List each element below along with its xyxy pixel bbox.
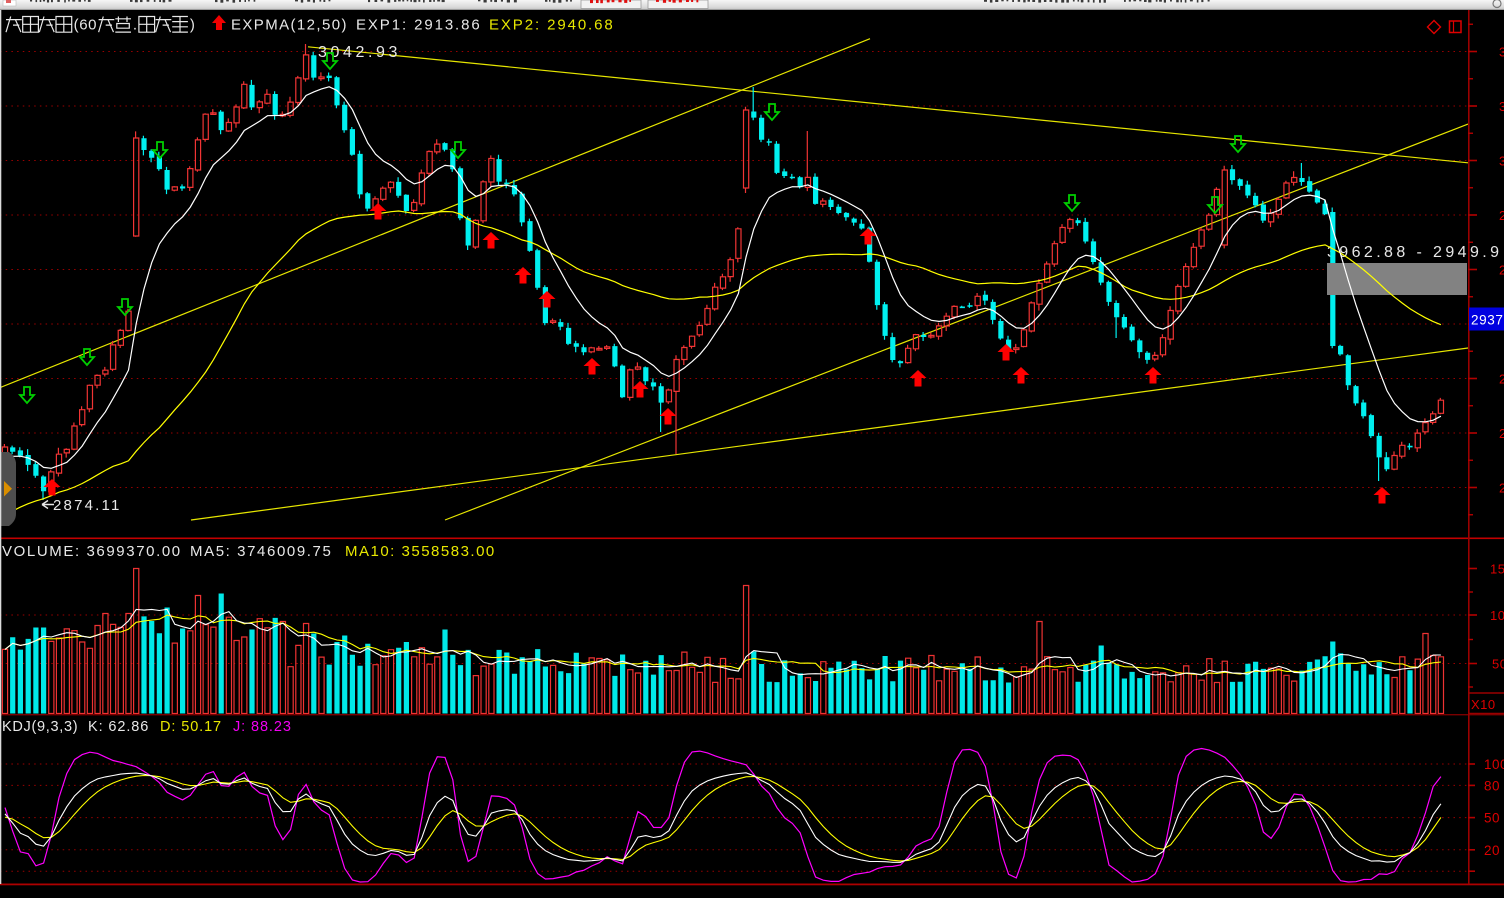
svg-text:EXP1: 2913.86: EXP1: 2913.86 (356, 17, 482, 34)
svg-text:2937.: 2937. (1471, 313, 1504, 328)
svg-text:2960: 2960 (1499, 263, 1504, 278)
svg-text:3000: 3000 (1499, 154, 1504, 169)
svg-text:MA5: 3746009.75: MA5: 3746009.75 (190, 543, 332, 560)
svg-text:50: 50 (1484, 811, 1500, 826)
svg-text:X10: X10 (1471, 697, 1496, 712)
svg-text:MA10: 3558583.00: MA10: 3558583.00 (345, 543, 496, 560)
svg-text:3042.93: 3042.93 (318, 44, 401, 61)
svg-text:D: 50.17: D: 50.17 (160, 719, 222, 735)
svg-text:2874.11: 2874.11 (53, 497, 122, 514)
svg-text:.: . (133, 17, 138, 34)
svg-text:(60: (60 (74, 17, 97, 34)
svg-text:): ) (190, 17, 196, 34)
svg-text:2980: 2980 (1499, 208, 1504, 223)
svg-text:100: 100 (1484, 757, 1504, 772)
svg-text:KDJ(9,3,3): KDJ(9,3,3) (2, 719, 78, 735)
svg-text:VOLUME: 3699370.00: VOLUME: 3699370.00 (2, 543, 182, 560)
svg-text:K: 62.86: K: 62.86 (88, 719, 149, 735)
svg-text:EXP2: 2940.68: EXP2: 2940.68 (489, 17, 615, 34)
svg-text:2880: 2880 (1499, 481, 1504, 496)
svg-text:100: 100 (1490, 608, 1504, 623)
svg-text:EXPMA(12,50): EXPMA(12,50) (231, 17, 348, 34)
svg-text:2900: 2900 (1499, 426, 1504, 441)
svg-text:150: 150 (1490, 562, 1504, 577)
svg-text:20: 20 (1484, 843, 1500, 858)
svg-text:3020: 3020 (1499, 99, 1504, 114)
svg-text:50: 50 (1492, 657, 1504, 672)
svg-text:3962.88 - 2949.9: 3962.88 - 2949.9 (1327, 244, 1502, 261)
svg-text:2920: 2920 (1499, 372, 1504, 387)
svg-text:80: 80 (1484, 778, 1500, 793)
svg-text:3040: 3040 (1499, 45, 1504, 60)
svg-text:J: 88.23: J: 88.23 (233, 719, 292, 735)
